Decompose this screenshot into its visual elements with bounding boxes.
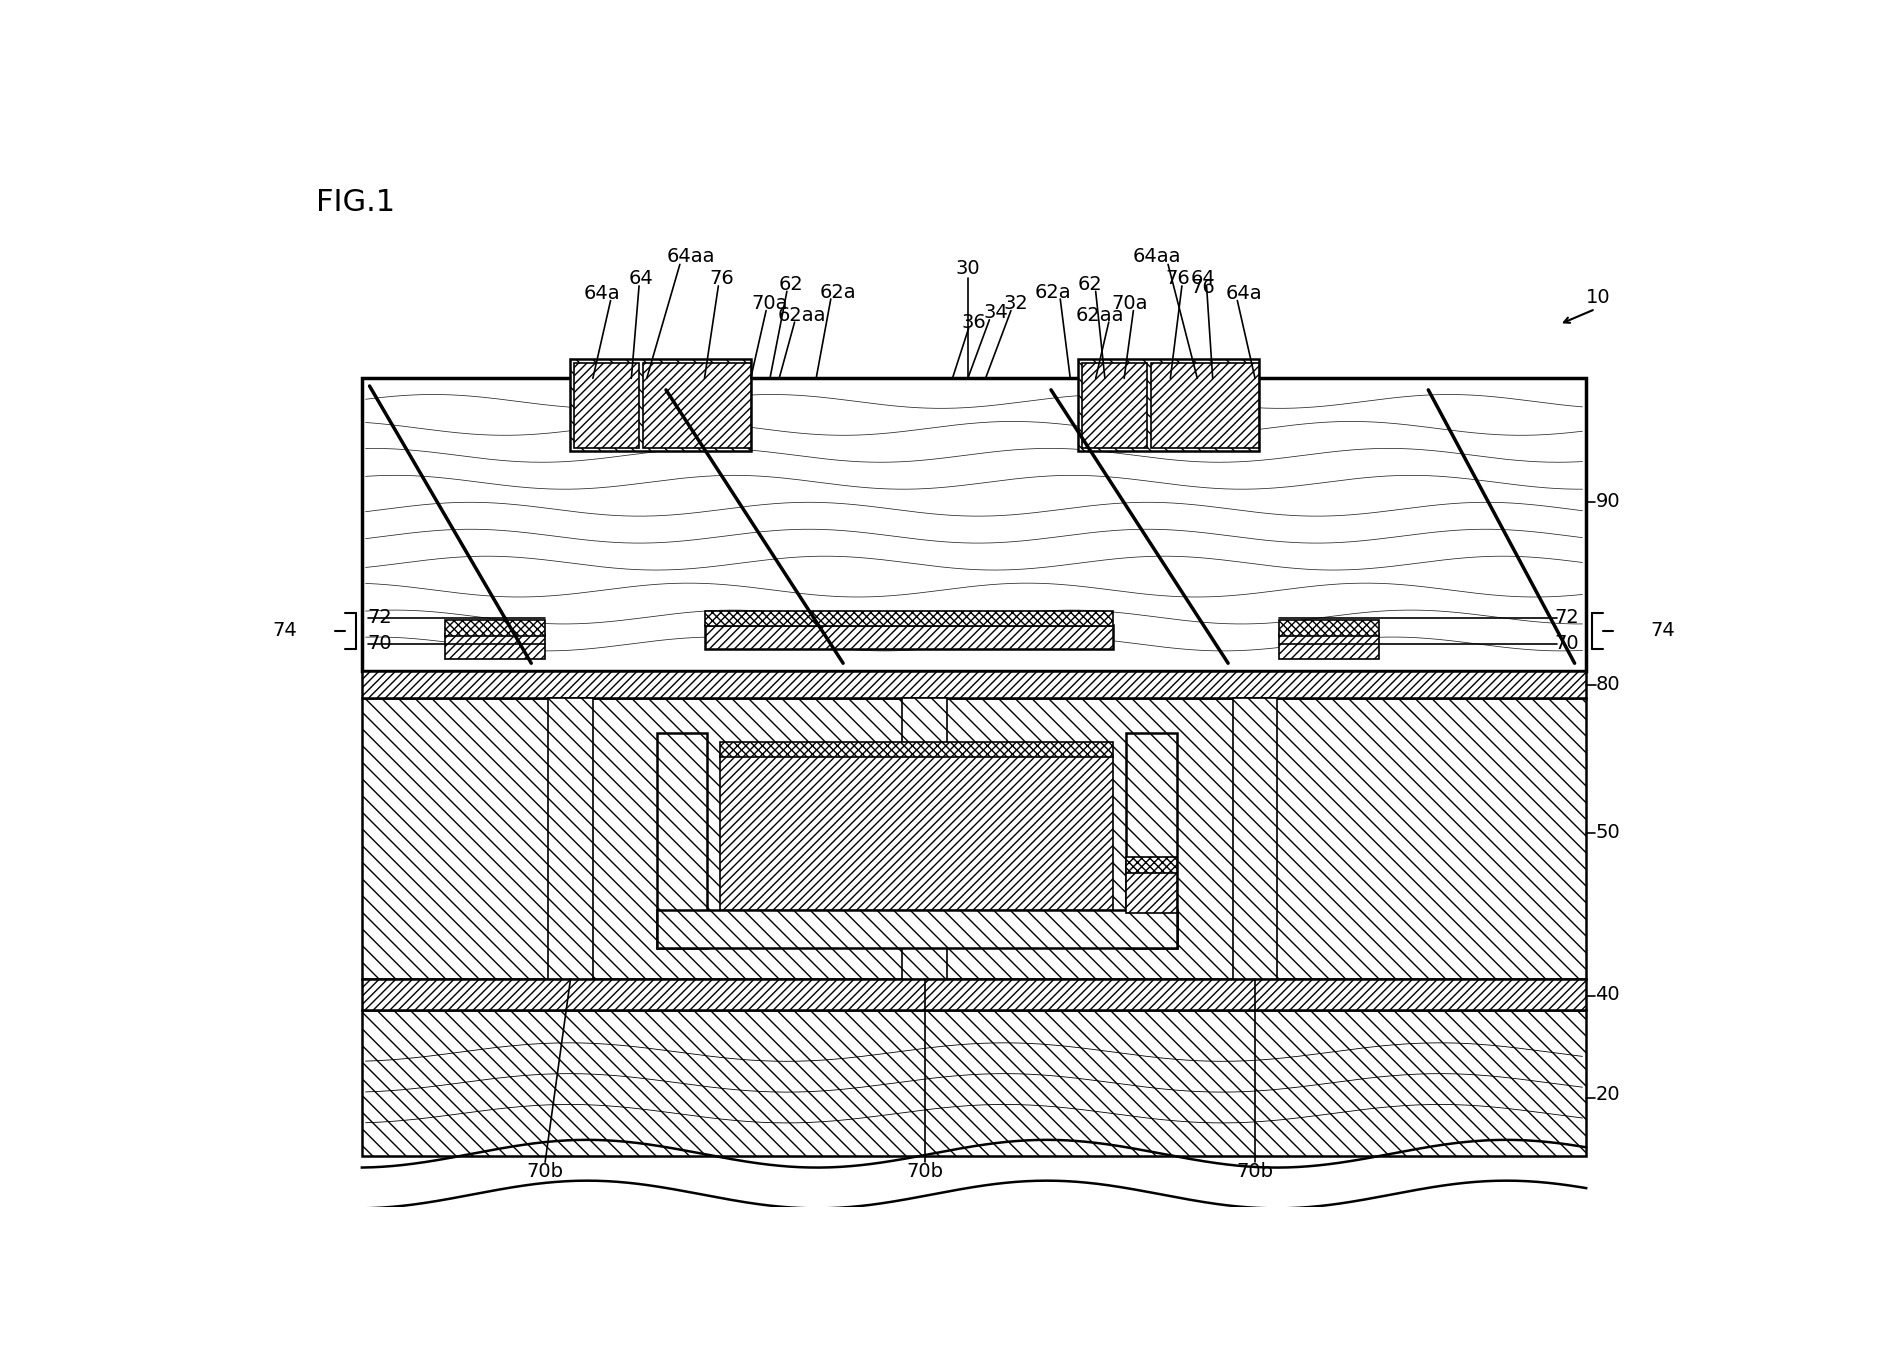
Bar [574, 363, 639, 447]
Bar [1278, 620, 1379, 636]
Bar [1126, 871, 1177, 914]
Text: 10: 10 [1586, 287, 1609, 306]
Bar [1078, 359, 1259, 452]
Text: 76: 76 [1191, 278, 1215, 297]
Text: 70a: 70a [751, 294, 787, 313]
Text: 34: 34 [983, 304, 1008, 323]
Text: 74: 74 [272, 621, 297, 640]
Text: 30: 30 [955, 259, 980, 278]
Text: 64: 64 [630, 268, 654, 287]
Text: 62a: 62a [1035, 282, 1071, 301]
Bar [719, 742, 1113, 757]
Text: 80: 80 [1596, 675, 1621, 694]
Text: 64a: 64a [1225, 285, 1261, 304]
Bar [1082, 363, 1147, 447]
Text: 70: 70 [367, 635, 392, 654]
Bar [361, 979, 1586, 1010]
Text: 64a: 64a [584, 285, 620, 304]
Bar [704, 625, 1113, 650]
Bar [1278, 635, 1379, 659]
Text: 76: 76 [709, 268, 734, 287]
Bar [548, 698, 593, 979]
Text: 20: 20 [1596, 1085, 1621, 1104]
Text: 90: 90 [1596, 492, 1621, 511]
Bar [571, 359, 751, 452]
Text: 72: 72 [1554, 609, 1579, 628]
Bar [902, 698, 947, 979]
Bar [1232, 698, 1278, 979]
Text: 62: 62 [778, 275, 803, 294]
Text: 76: 76 [1166, 268, 1191, 287]
Bar [445, 620, 546, 636]
Bar [445, 635, 546, 659]
Text: 36: 36 [962, 313, 987, 332]
Bar [656, 732, 708, 948]
Text: 70: 70 [1554, 635, 1579, 654]
Bar [1126, 857, 1177, 873]
Bar [1126, 732, 1177, 948]
Text: 62: 62 [1077, 275, 1101, 294]
Bar [719, 755, 1113, 910]
Text: 32: 32 [1004, 294, 1029, 313]
Text: 62a: 62a [820, 282, 856, 301]
Bar [656, 910, 1177, 948]
Bar [361, 698, 1586, 979]
Bar [361, 1010, 1586, 1157]
Text: 70b: 70b [905, 1162, 943, 1181]
Bar [361, 671, 1586, 698]
Bar [1151, 363, 1259, 447]
Text: 40: 40 [1596, 984, 1621, 1003]
Text: 70a: 70a [1111, 294, 1147, 313]
Text: 74: 74 [1651, 621, 1676, 640]
Bar [704, 610, 1113, 626]
Text: 64: 64 [1191, 268, 1215, 287]
Text: FIG.1: FIG.1 [316, 188, 396, 217]
Text: 62aa: 62aa [778, 305, 827, 324]
Text: 70b: 70b [527, 1162, 563, 1181]
Text: 50: 50 [1596, 823, 1621, 842]
Text: 70b: 70b [1236, 1162, 1274, 1181]
Text: 62aa: 62aa [1075, 305, 1124, 324]
Bar [643, 363, 751, 447]
Text: 72: 72 [367, 609, 392, 628]
Bar [361, 378, 1586, 671]
Text: 64aa: 64aa [666, 247, 715, 266]
Text: 64aa: 64aa [1134, 247, 1181, 266]
